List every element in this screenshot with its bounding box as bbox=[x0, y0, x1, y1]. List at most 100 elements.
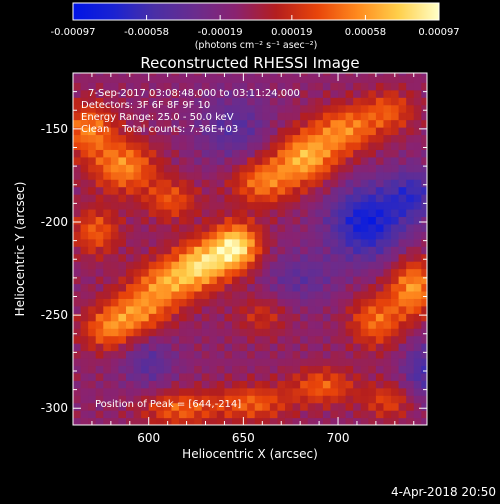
heatmap-cell bbox=[345, 261, 354, 270]
heatmap-cell bbox=[110, 223, 120, 232]
heatmap-cell bbox=[413, 357, 422, 367]
heatmap-cell bbox=[353, 261, 362, 270]
heatmap-cell bbox=[80, 246, 89, 255]
heatmap-cell bbox=[247, 82, 256, 91]
heatmap-cell bbox=[254, 238, 263, 247]
heatmap-cell bbox=[285, 164, 294, 173]
heatmap-cell bbox=[179, 216, 188, 225]
heatmap-cell bbox=[224, 104, 233, 113]
heatmap-cell bbox=[179, 305, 188, 314]
heatmap-cell bbox=[110, 380, 120, 389]
heatmap-cell bbox=[345, 89, 354, 98]
heatmap-cell bbox=[216, 82, 226, 91]
heatmap-cell bbox=[277, 320, 286, 329]
heatmap-cell bbox=[179, 164, 188, 173]
heatmap-cell bbox=[391, 387, 400, 396]
heatmap-cell bbox=[322, 82, 332, 91]
heatmap-cell bbox=[285, 328, 294, 337]
heatmap-cell bbox=[398, 343, 407, 352]
heatmap-cell bbox=[88, 134, 97, 143]
heatmap-cell bbox=[103, 305, 112, 314]
heatmap-cell bbox=[73, 253, 82, 262]
heatmap-cell bbox=[103, 149, 112, 158]
heatmap-cell bbox=[110, 179, 120, 188]
heatmap-cell bbox=[353, 395, 362, 404]
heatmap-cell bbox=[163, 365, 173, 374]
heatmap-cell bbox=[254, 343, 263, 352]
heatmap-cell bbox=[421, 156, 427, 165]
heatmap-cell bbox=[345, 402, 354, 411]
heatmap-cell bbox=[186, 171, 195, 180]
x-axis-label: Heliocentric X (arcsec) bbox=[182, 447, 318, 461]
heatmap-cell bbox=[80, 417, 89, 425]
heatmap-cell bbox=[186, 156, 195, 165]
heatmap-cell bbox=[209, 335, 218, 344]
heatmap-cell bbox=[171, 149, 180, 158]
heatmap-cell bbox=[110, 357, 120, 367]
heatmap-cell bbox=[194, 179, 203, 188]
heatmap-cell bbox=[247, 149, 256, 158]
heatmap-cell bbox=[406, 223, 415, 232]
heatmap-cell bbox=[224, 365, 233, 374]
heatmap-cell bbox=[277, 216, 286, 225]
heatmap-cell bbox=[80, 149, 89, 158]
heatmap-cell bbox=[80, 179, 89, 188]
heatmap-cell bbox=[315, 298, 324, 307]
heatmap-cell bbox=[73, 119, 82, 128]
heatmap-cell bbox=[383, 223, 392, 232]
heatmap-cell bbox=[338, 164, 347, 173]
heatmap-cell bbox=[194, 246, 203, 255]
heatmap-cell bbox=[179, 357, 188, 367]
heatmap-cell bbox=[118, 313, 127, 322]
heatmap-cell bbox=[383, 216, 392, 225]
heatmap-cell bbox=[391, 343, 400, 352]
heatmap-cell bbox=[88, 313, 97, 322]
heatmap-cell bbox=[80, 223, 89, 232]
heatmap-cell bbox=[398, 283, 407, 292]
heatmap-cell bbox=[375, 208, 385, 218]
heatmap-cell bbox=[239, 313, 248, 322]
heatmap-cell bbox=[110, 201, 120, 210]
y-tick-label: -300 bbox=[41, 401, 68, 415]
heatmap-cell bbox=[110, 402, 120, 411]
heatmap-cell bbox=[133, 119, 142, 128]
heatmap-cell bbox=[73, 328, 82, 337]
heatmap-cell bbox=[375, 365, 385, 374]
heatmap-cell bbox=[375, 402, 385, 411]
heatmap-cell bbox=[398, 253, 407, 262]
heatmap-cell bbox=[95, 112, 104, 121]
heatmap-cell bbox=[254, 357, 263, 367]
heatmap-cell bbox=[186, 357, 195, 367]
heatmap-cell bbox=[156, 305, 165, 314]
heatmap-cell bbox=[398, 276, 407, 285]
heatmap-cell bbox=[110, 298, 120, 307]
heatmap-cell bbox=[232, 82, 241, 91]
heatmap-cell bbox=[126, 201, 135, 210]
heatmap-cell bbox=[322, 290, 332, 299]
heatmap-cell bbox=[285, 156, 294, 165]
heatmap-cell bbox=[239, 395, 248, 404]
heatmap-cell bbox=[239, 268, 248, 277]
heatmap-cell bbox=[179, 112, 188, 121]
heatmap-cell bbox=[360, 149, 369, 158]
heatmap-cell bbox=[232, 89, 241, 98]
heatmap-cell bbox=[254, 387, 263, 396]
heatmap-cell bbox=[368, 313, 377, 322]
heatmap-cell bbox=[148, 268, 157, 277]
heatmap-cell bbox=[163, 164, 173, 173]
heatmap-cell bbox=[391, 402, 400, 411]
heatmap-cell bbox=[421, 357, 427, 367]
heatmap-cell bbox=[413, 246, 422, 255]
heatmap-cell bbox=[262, 156, 271, 165]
heatmap-cell bbox=[209, 179, 218, 188]
heatmap-cell bbox=[307, 380, 316, 389]
heatmap-cell bbox=[126, 343, 135, 352]
heatmap-cell bbox=[292, 141, 301, 150]
heatmap-cell bbox=[277, 313, 286, 322]
heatmap-cell bbox=[421, 372, 427, 381]
heatmap-cell bbox=[338, 134, 347, 143]
heatmap-cell bbox=[292, 97, 301, 106]
heatmap-cell bbox=[292, 343, 301, 352]
heatmap-cell bbox=[171, 97, 180, 106]
heatmap-cell bbox=[80, 156, 89, 165]
